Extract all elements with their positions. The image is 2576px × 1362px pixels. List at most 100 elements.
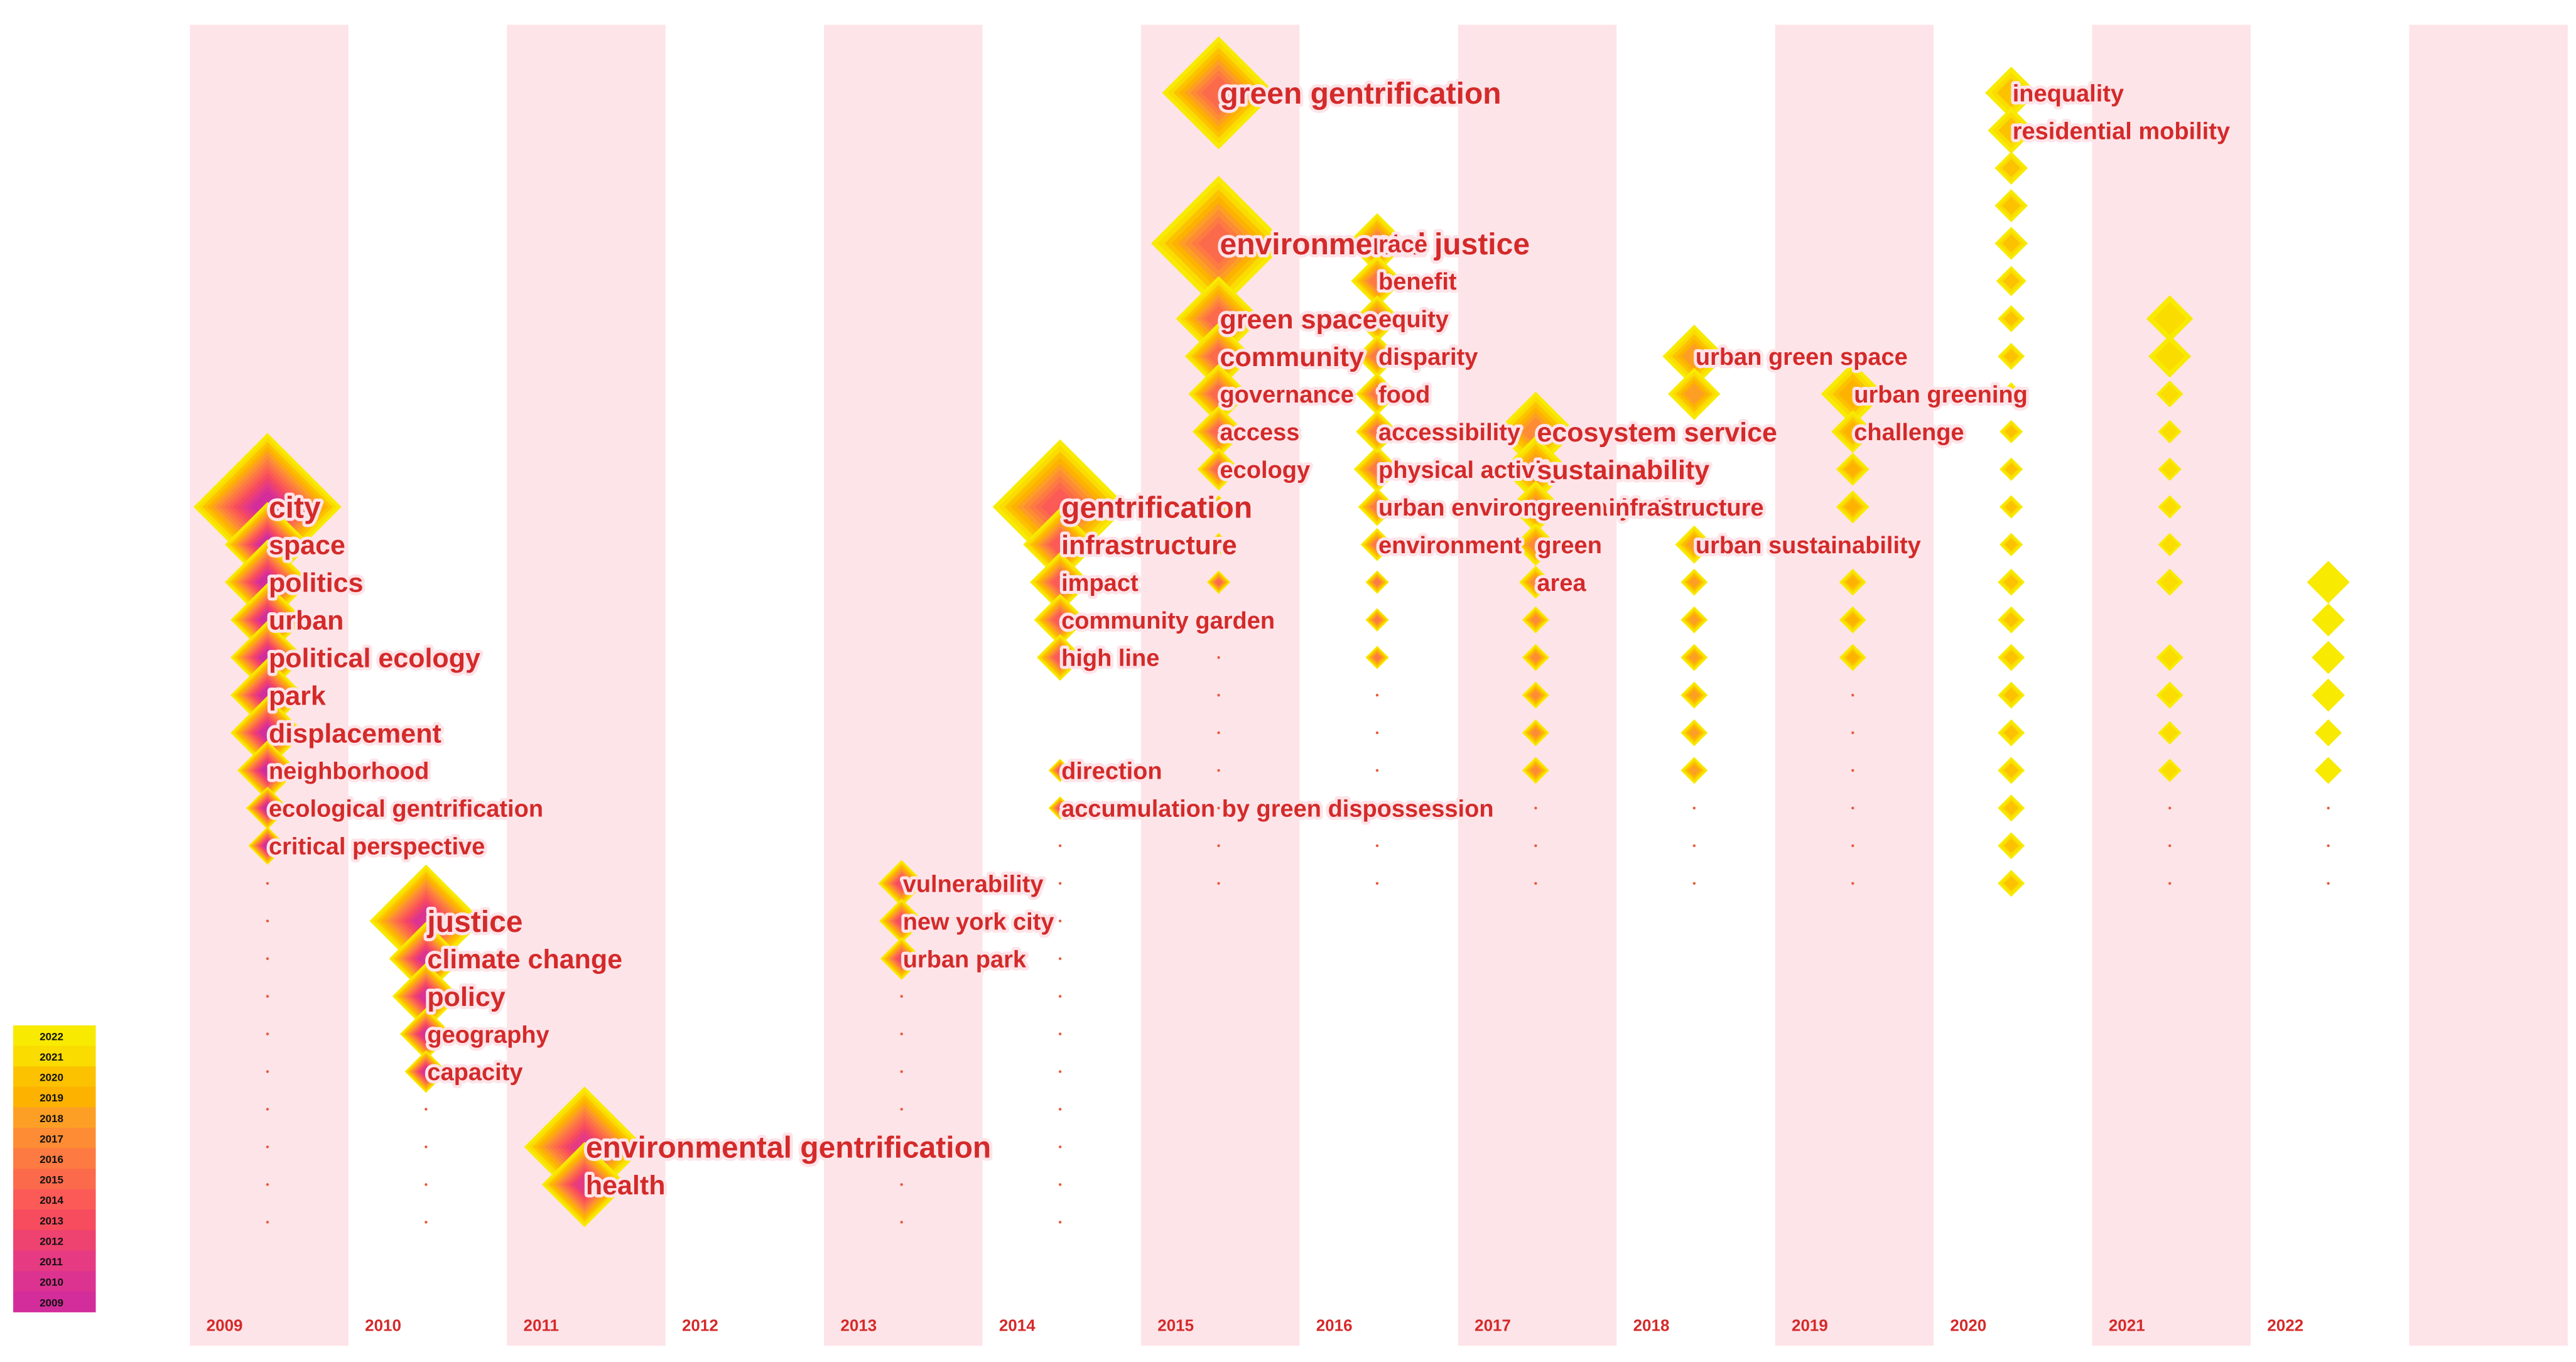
node-ring [2162, 499, 2178, 516]
trail-dot [266, 1183, 269, 1186]
node-ring [2003, 650, 2019, 665]
keyword-label-text: food [1378, 382, 1430, 408]
node-ring [1373, 616, 1382, 624]
node-ring [421, 1066, 431, 1077]
keyword-label-text: justice [426, 905, 522, 939]
trail-dot [1217, 693, 1220, 697]
keyword-label-text: ecological gentrification [269, 796, 543, 823]
keyword-node [2312, 640, 2345, 674]
trail-dot [900, 1108, 903, 1111]
trail-dot [1692, 806, 1696, 810]
trail-dot [900, 1070, 903, 1073]
keyword-node [2156, 568, 2184, 596]
keyword-node [1998, 568, 2025, 596]
keyword-node [246, 786, 289, 830]
keyword-node [1365, 608, 1389, 632]
trail-dot [1058, 1108, 1062, 1111]
trail-dot [1058, 1221, 1062, 1224]
keyword-label-halo: justice [426, 905, 522, 939]
trail-dot [266, 882, 269, 885]
keyword-label-halo: residential mobility [2013, 118, 2230, 144]
keyword-node [1522, 757, 1549, 784]
node-ring [2162, 724, 2178, 742]
keyword-label-text: community garden [1061, 608, 1275, 634]
keyword-label-halo: policy [427, 982, 505, 1012]
trail-dot [1851, 769, 1854, 772]
node-ring [2002, 197, 2021, 215]
keyword-label-halo: environment [1378, 532, 1522, 559]
keyword-node [1998, 719, 2025, 747]
keyword-label-halo: climate change [427, 944, 622, 975]
node-ring [1838, 379, 1868, 409]
keyword-node [1839, 568, 1866, 596]
keyword-label-text: politics [269, 568, 364, 598]
keyword-label-halo: direction [1061, 759, 1162, 785]
trail-dot [266, 1070, 269, 1073]
keyword-label-text: infrastructure [1061, 531, 1237, 561]
keyword-node [1680, 568, 1708, 596]
keyword-node [2158, 457, 2182, 481]
node-ring [1201, 75, 1236, 110]
node-ring [261, 764, 274, 777]
trail-dot [1375, 693, 1379, 697]
keyword-label-halo: accessibility [1378, 419, 1520, 446]
trail-dot [1375, 731, 1379, 735]
trail-dot [1058, 882, 1062, 885]
trail-dot [1534, 844, 1537, 848]
keyword-label-halo: health [586, 1170, 666, 1201]
year-label: 2019 [1792, 1316, 1828, 1334]
keyword-node [399, 1007, 453, 1061]
node-ring [1210, 384, 1228, 403]
keyword-label-halo: physical activity [1378, 457, 1563, 484]
node-ring [2162, 536, 2178, 553]
trail-dot [266, 957, 269, 960]
trail-dot [1217, 882, 1220, 885]
node-ring [2005, 463, 2018, 476]
trail-dot [266, 995, 269, 998]
keyword-node [1358, 487, 1397, 526]
trail-dot [425, 1183, 428, 1186]
node-ring [2005, 425, 2018, 438]
keyword-node [1176, 276, 1262, 362]
trail-dot [1851, 882, 1854, 885]
keyword-node [2158, 419, 2182, 443]
keyword-node [1985, 67, 2038, 119]
keyword-node [1514, 523, 1557, 566]
keyword-node [1998, 794, 2025, 822]
keyword-label-text: benefit [1378, 269, 1457, 295]
keyword-label-text: residential mobility [2013, 118, 2230, 144]
keyword-node [1998, 305, 2025, 332]
trail-dot [1375, 806, 1379, 810]
keyword-label-text: green infrastructure [1537, 495, 1763, 521]
keyword-node [1839, 606, 1866, 634]
keyword-node [1355, 372, 1399, 416]
node-ring [2153, 302, 2187, 335]
keyword-node [2312, 603, 2345, 637]
trail-dot [266, 919, 269, 922]
keyword-node [1355, 335, 1399, 378]
keyword-label-halo: ecosystem service [1537, 418, 1777, 448]
keyword-node [1998, 681, 2025, 709]
keyword-label-text: political ecology [269, 644, 480, 674]
trail-dot [900, 1221, 903, 1224]
keyword-label-halo: green infrastructure [1537, 495, 1763, 521]
year-band [1775, 24, 1934, 1346]
keyword-node [1151, 176, 1287, 311]
keyword-label-halo: urban sustainability [1696, 532, 1921, 559]
keyword-label-halo: high line [1061, 646, 1159, 672]
node-ring [1521, 417, 1550, 446]
legend-swatch [13, 1127, 96, 1149]
keyword-node [1680, 681, 1708, 709]
keyword-node [1998, 757, 2025, 784]
year-axis-labels: 2009 2010 2011 2012 2013 2014 2015 2016 2017 2018… [207, 1316, 2303, 1334]
keyword-label-halo: capacity [427, 1059, 522, 1086]
keyword-label-text: urban environmental justice [1378, 495, 1697, 521]
trail-dot [425, 1221, 428, 1224]
keyword-label-text: access [1220, 419, 1300, 446]
